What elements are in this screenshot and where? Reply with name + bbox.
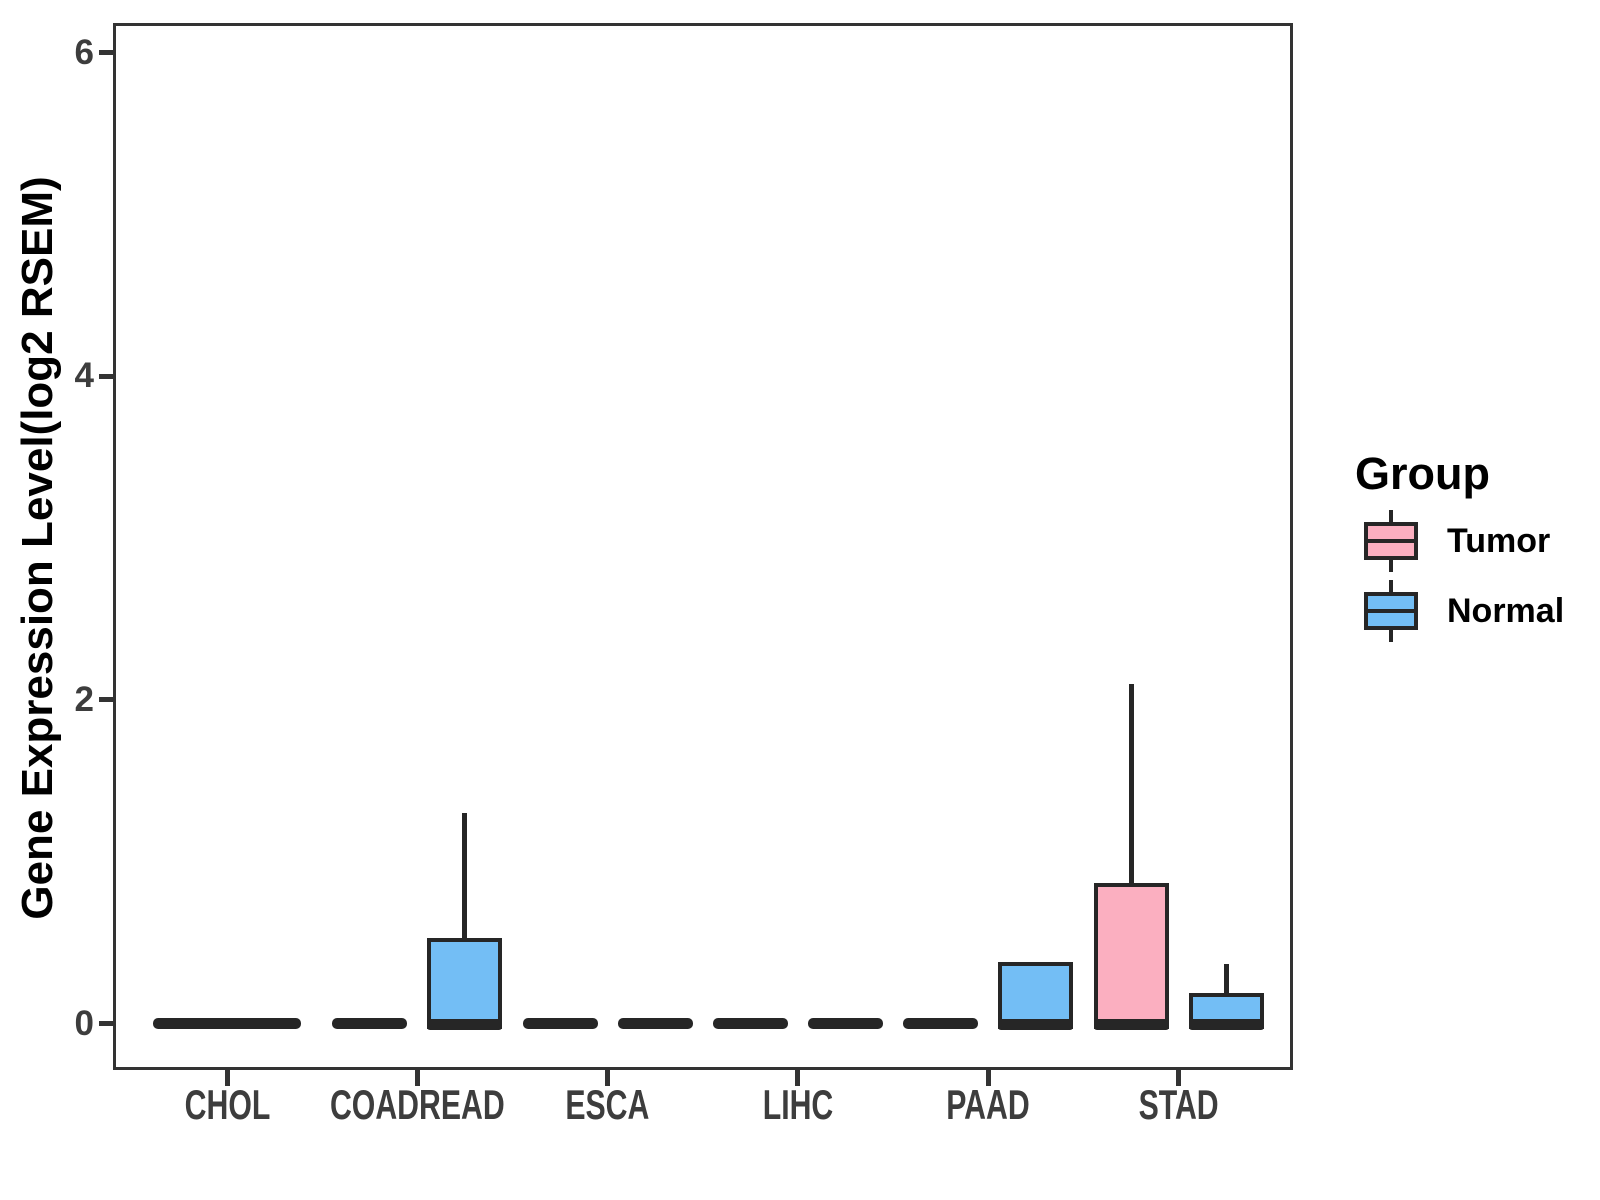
flat-line-tumor-LIHC xyxy=(712,1018,788,1029)
x-tick-text-CHOL: CHOL xyxy=(184,1081,270,1128)
x-tick-text-PAAD: PAAD xyxy=(946,1081,1030,1128)
flat-line-normal-ESCA xyxy=(617,1018,693,1029)
whisker-normal-STAD xyxy=(1223,963,1229,997)
x-tick-LIHC xyxy=(795,1070,801,1086)
flat-line-CHOL xyxy=(153,1018,301,1029)
y-tick-label-0: 0 xyxy=(74,1003,94,1043)
y-tick-2 xyxy=(99,697,113,703)
boxplot-key-icon xyxy=(1363,580,1419,642)
legend-label-normal: Normal xyxy=(1447,591,1565,630)
median-normal-STAD xyxy=(1188,1018,1264,1030)
y-tick-label-4: 4 xyxy=(74,356,94,396)
x-tick-label-PAAD: PAAD xyxy=(863,1082,1113,1128)
x-tick-CHOL xyxy=(224,1070,230,1086)
y-tick-label-2: 2 xyxy=(74,679,94,719)
y-tick-6 xyxy=(99,50,113,56)
y-axis-title: Gene Expression Level(log2 RSEM) xyxy=(13,176,62,920)
median-normal-COADREAD xyxy=(427,1018,503,1030)
boxplot-tumor-STAD xyxy=(1093,882,1169,1030)
y-tick-label-6: 6 xyxy=(74,32,94,72)
key-median-line xyxy=(1368,609,1414,613)
flat-line-tumor-PAAD xyxy=(903,1018,979,1029)
whisker-tumor-STAD xyxy=(1128,683,1134,887)
x-tick-PAAD xyxy=(985,1070,991,1086)
x-tick-ESCA xyxy=(605,1070,611,1086)
flat-line-tumor-ESCA xyxy=(522,1018,598,1029)
y-tick-0 xyxy=(99,1021,113,1026)
median-tumor-STAD xyxy=(1093,1018,1169,1030)
legend-entry-normal: Normal xyxy=(1363,580,1564,642)
x-tick-label-STAD: STAD xyxy=(1054,1082,1304,1128)
x-tick-text-LIHC: LIHC xyxy=(762,1081,834,1128)
key-median-line xyxy=(1368,539,1414,543)
boxplot-normal-PAAD xyxy=(998,962,1074,1030)
legend-label-tumor: Tumor xyxy=(1447,521,1551,560)
legend-title: Group xyxy=(1355,448,1490,499)
x-tick-label-LIHC: LIHC xyxy=(673,1082,923,1128)
boxplot-normal-COADREAD xyxy=(427,937,503,1030)
x-tick-STAD xyxy=(1176,1070,1181,1086)
y-tick-4 xyxy=(99,373,113,379)
x-tick-text-ESCA: ESCA xyxy=(565,1081,650,1128)
flat-line-normal-LIHC xyxy=(807,1018,883,1029)
legend-entry-tumor: Tumor xyxy=(1363,510,1550,572)
x-tick-label-CHOL: CHOL xyxy=(102,1082,352,1128)
x-tick-label-COADREAD: COADREAD xyxy=(292,1082,542,1128)
flat-line-tumor-COADREAD xyxy=(332,1018,408,1029)
x-tick-label-ESCA: ESCA xyxy=(483,1082,733,1128)
x-tick-COADREAD xyxy=(414,1070,420,1086)
boxplot-key-icon xyxy=(1363,510,1419,572)
x-tick-text-STAD: STAD xyxy=(1138,1081,1219,1128)
x-tick-text-COADREAD: COADREAD xyxy=(329,1081,505,1128)
whisker-normal-COADREAD xyxy=(462,813,468,942)
median-normal-PAAD xyxy=(998,1018,1074,1030)
